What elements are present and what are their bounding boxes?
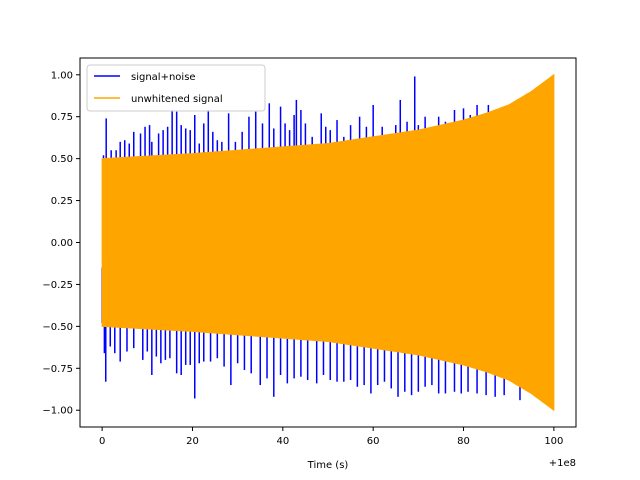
y-tick-label: 0.50 bbox=[51, 154, 73, 165]
y-tick-label: −0.75 bbox=[42, 364, 73, 375]
legend: signal+noise unwhitened signal bbox=[86, 64, 266, 112]
y-tick-label: −0.25 bbox=[42, 280, 73, 291]
y-axis: 1.00 0.75 0.50 0.25 0.00 −0.25 −0.50 −0.75 −1.00 bbox=[42, 70, 80, 417]
y-tick-label: 0.75 bbox=[51, 112, 73, 123]
series-unwhitened-signal bbox=[101, 73, 555, 412]
x-tick-label: 0 bbox=[99, 436, 105, 447]
x-axis-offset-label: +1e8 bbox=[549, 458, 576, 469]
x-axis-label: Time (s) bbox=[307, 460, 349, 471]
legend-box bbox=[86, 64, 266, 112]
series-layer bbox=[101, 73, 555, 412]
x-tick-label: 100 bbox=[544, 436, 563, 447]
legend-label-unwhitened-signal: unwhitened signal bbox=[131, 94, 223, 105]
x-tick-label: 20 bbox=[186, 436, 199, 447]
x-axis: 0 20 40 60 80 100 bbox=[99, 427, 563, 447]
legend-label-signal-noise: signal+noise bbox=[131, 72, 196, 83]
y-tick-label: 1.00 bbox=[51, 70, 73, 81]
x-tick-label: 80 bbox=[457, 436, 470, 447]
x-tick-label: 40 bbox=[276, 436, 289, 447]
y-tick-label: 0.25 bbox=[51, 196, 73, 207]
x-tick-label: 60 bbox=[367, 436, 380, 447]
y-tick-label: −1.00 bbox=[42, 406, 73, 417]
y-tick-label: −0.50 bbox=[42, 322, 73, 333]
y-tick-label: 0.00 bbox=[51, 238, 73, 249]
